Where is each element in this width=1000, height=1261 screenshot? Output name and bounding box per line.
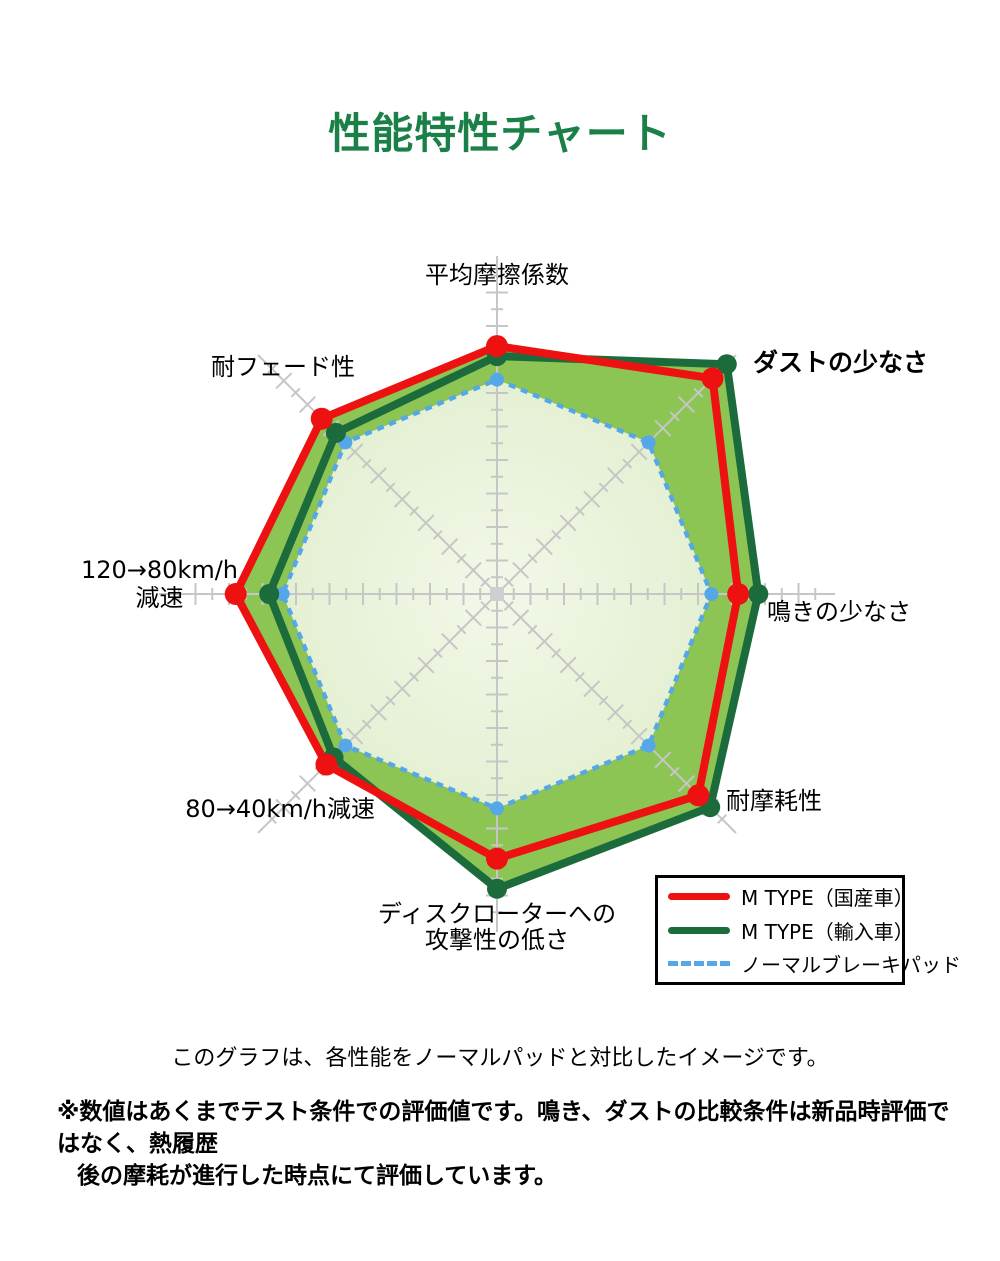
vertex-dot [486, 335, 508, 358]
footnote-line-2: 後の摩耗が進行した時点にて評価しています。 [77, 1163, 558, 1189]
legend-item-m-type-import: M TYPE（輸入車） [668, 916, 914, 945]
vertex-dot [224, 583, 247, 605]
legend: M TYPE（国産車） M TYPE（輸入車） ノーマルブレーキパッド [655, 875, 961, 985]
vertex-dot [486, 847, 508, 870]
axis-label-avg-friction-coefficient: 平均摩擦係数 [425, 261, 569, 289]
vertex-dot [275, 587, 290, 601]
blue-dashed-line-swatch [668, 960, 730, 966]
axis-label-low-rotor-attack: ディスクローターへの 攻撃性の低さ [378, 901, 616, 953]
red-line-swatch [668, 893, 730, 901]
vertex-dot [641, 435, 656, 450]
vertex-dot [310, 407, 333, 430]
footnote: ※数値はあくまでテスト条件での評価値です。鳴き、ダストの比較条件は新品時評価では… [57, 1096, 967, 1192]
axis-label-line-1: 120→80km/h [80, 556, 238, 584]
vertex-dot [338, 738, 353, 753]
legend-item-normal-pad: ノーマルブレーキパッド [668, 949, 961, 978]
legend-item-m-type-domestic: M TYPE（国産車） [668, 882, 914, 911]
axis-label-line-2: 減速 [135, 584, 184, 612]
center-marker [490, 587, 504, 601]
page-title: 性能特性チャート [328, 109, 672, 158]
axis-label-wear-resistance: 耐摩耗性 [726, 787, 822, 815]
legend-label: ノーマルブレーキパッド [741, 952, 961, 977]
vertex-dot [259, 584, 280, 604]
vertex-dot [641, 738, 656, 753]
vertex-dot [727, 583, 750, 605]
vertex-dot [701, 367, 724, 390]
vertex-dot [490, 801, 504, 816]
vertex-dot [315, 753, 338, 776]
vertex-dot [716, 354, 737, 375]
vertex-dot [748, 584, 769, 604]
chart-caption: このグラフは、各性能をノーマルパッドと対比したイメージです。 [171, 1046, 829, 1071]
vertex-dot [487, 878, 507, 899]
vertex-dot [325, 422, 346, 443]
axis-label-decel-80-40: 80→40km/h減速 [185, 795, 375, 823]
vertex-dot [704, 587, 719, 601]
legend-label: M TYPE（輸入車） [741, 919, 914, 944]
axis-label-line-1: ディスクローターへの [377, 900, 617, 928]
axis-label-low-squeal: 鳴きの少なさ [767, 598, 911, 626]
axis-label-fade-resistance: 耐フェード性 [211, 353, 355, 381]
legend-label: M TYPE（国産車） [741, 886, 914, 911]
vertex-dot [687, 784, 710, 807]
axis-label-low-dust: ダストの少なさ [753, 348, 929, 377]
green-line-swatch [668, 926, 730, 934]
axis-label-decel-120-80: 120→80km/h 減速 [81, 556, 238, 612]
footnote-line-1: ※数値はあくまでテスト条件での評価値です。鳴き、ダストの比較条件は新品時評価では… [57, 1099, 950, 1157]
axis-label-line-2: 攻撃性の低さ [424, 926, 569, 954]
vertex-dot [490, 372, 504, 387]
